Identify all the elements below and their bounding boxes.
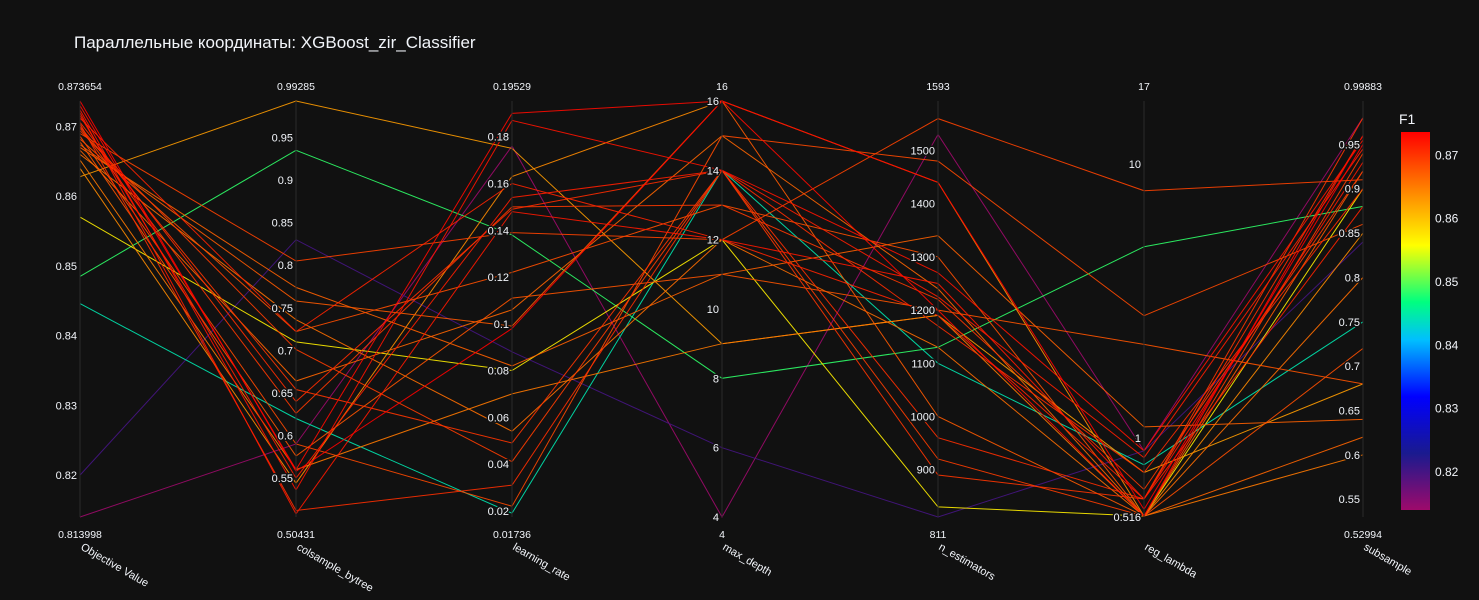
tick-label: 1200 bbox=[911, 305, 935, 317]
tick-label: 0.65 bbox=[1339, 405, 1360, 417]
tick-label: 0.7 bbox=[1345, 361, 1360, 373]
tick-label: 0.1 bbox=[494, 319, 509, 331]
axis-learning-rate[interactable]: 0.02 0.04 0.06 0.08 0.1 0.12 0.14 0.16 0.18 0.195… bbox=[486, 81, 573, 584]
tick-label: 0.18 bbox=[488, 132, 509, 144]
axis-colsample-bytree[interactable]: 0.55 0.6 0.65 0.7 0.75 0.8 0.85 0.9 0.95 0.99285 0… bbox=[270, 81, 376, 595]
tick-label: 0.16 bbox=[488, 179, 509, 191]
tick-label: 0.55 bbox=[1339, 494, 1360, 506]
tick-label: 0.02 bbox=[488, 506, 509, 518]
tick-label: 0.9 bbox=[1345, 184, 1360, 196]
colorbar: F1 0.82 0.83 0.84 0.85 0.86 0.87 bbox=[1399, 111, 1459, 510]
tick-label: 0.9 bbox=[278, 175, 293, 187]
axis-title: Objective Value bbox=[79, 541, 151, 590]
tick-label: 8 bbox=[713, 373, 719, 385]
axis-max-label: 0.19529 bbox=[493, 81, 531, 93]
tick-label: 900 bbox=[917, 465, 935, 477]
colorbar-tick: 0.85 bbox=[1435, 275, 1459, 289]
axis-min-label: 0.50431 bbox=[277, 529, 315, 541]
tick-label: 16 bbox=[707, 96, 719, 108]
colorbar-tick: 0.82 bbox=[1435, 465, 1459, 479]
axis-min-label: 0.01736 bbox=[493, 529, 531, 541]
axis-min-label: 0.52994 bbox=[1344, 529, 1382, 541]
colorbar-tick: 0.83 bbox=[1435, 402, 1459, 416]
tick-label: 0.516 bbox=[1113, 512, 1141, 524]
axis-max-label: 16 bbox=[716, 81, 728, 93]
axis-max-label: 1593 bbox=[926, 81, 950, 93]
tick-label: 0.85 bbox=[56, 261, 77, 273]
tick-label: 6 bbox=[713, 443, 719, 455]
colorbar-gradient bbox=[1401, 132, 1430, 510]
colorbar-tick: 0.84 bbox=[1435, 338, 1459, 352]
colorbar-tick: 0.87 bbox=[1435, 148, 1459, 162]
axis-title: max_depth bbox=[721, 541, 774, 579]
tick-label: 1500 bbox=[911, 145, 935, 157]
tick-label: 0.85 bbox=[272, 218, 293, 230]
tick-label: 0.84 bbox=[56, 331, 77, 343]
tick-label: 0.04 bbox=[488, 459, 509, 471]
tick-label: 0.08 bbox=[488, 366, 509, 378]
tick-label: 0.55 bbox=[272, 473, 293, 485]
tick-label: 0.86 bbox=[56, 191, 77, 203]
tick-label: 1 bbox=[1135, 433, 1141, 445]
tick-label: 0.82 bbox=[56, 470, 77, 482]
tick-label: 4 bbox=[713, 512, 719, 524]
tick-label: 14 bbox=[707, 165, 719, 177]
tick-label: 1400 bbox=[911, 199, 935, 211]
tick-label: 1300 bbox=[911, 252, 935, 264]
axis-title: colsample_bytree bbox=[295, 541, 376, 595]
colorbar-title: F1 bbox=[1399, 111, 1416, 127]
tick-label: 0.65 bbox=[272, 388, 293, 400]
axis-min-label: 811 bbox=[930, 529, 947, 541]
tick-label: 0.6 bbox=[278, 431, 293, 443]
tick-label: 0.75 bbox=[272, 303, 293, 315]
tick-label: 0.87 bbox=[56, 121, 77, 133]
colorbar-tick: 0.86 bbox=[1435, 212, 1459, 226]
axis-max-label: 0.873654 bbox=[58, 81, 102, 93]
axis-min-label: 0.813998 bbox=[58, 529, 102, 541]
axis-title: n_estimators bbox=[937, 541, 998, 583]
tick-label: 0.8 bbox=[278, 260, 293, 272]
chart-title: Параллельные координаты: XGBoost_zir_Cla… bbox=[74, 33, 476, 52]
tick-label: 0.06 bbox=[488, 412, 509, 424]
axis-min-label: 4 bbox=[719, 529, 725, 541]
tick-label: 0.7 bbox=[278, 345, 293, 357]
tick-label: 0.85 bbox=[1339, 228, 1360, 240]
axis-title: learning_rate bbox=[511, 541, 573, 584]
tick-label: 0.6 bbox=[1345, 450, 1360, 462]
axis-title: reg_lambda bbox=[1143, 541, 1200, 581]
axis-title: subsample bbox=[1362, 541, 1414, 578]
tick-label: 0.83 bbox=[56, 400, 77, 412]
tick-label: 0.95 bbox=[1339, 139, 1360, 151]
tick-label: 12 bbox=[707, 235, 719, 247]
axes: 0.820.830.840.850.860.870.8736540.813998… bbox=[54, 81, 1414, 595]
tick-label: 0.12 bbox=[488, 272, 509, 284]
tick-label: 0.95 bbox=[272, 132, 293, 144]
tick-label: 10 bbox=[707, 304, 719, 316]
tick-label: 0.8 bbox=[1345, 272, 1360, 284]
tick-label: 1000 bbox=[911, 411, 935, 423]
axis-max-label: 0.99285 bbox=[277, 81, 315, 93]
tick-label: 0.14 bbox=[488, 225, 509, 237]
tick-label: 0.75 bbox=[1339, 317, 1360, 329]
axis-max-label: 17 bbox=[1138, 81, 1150, 93]
tick-label: 10 bbox=[1129, 159, 1141, 171]
tick-label: 1100 bbox=[911, 358, 935, 370]
axis-max-label: 0.99883 bbox=[1344, 81, 1382, 93]
